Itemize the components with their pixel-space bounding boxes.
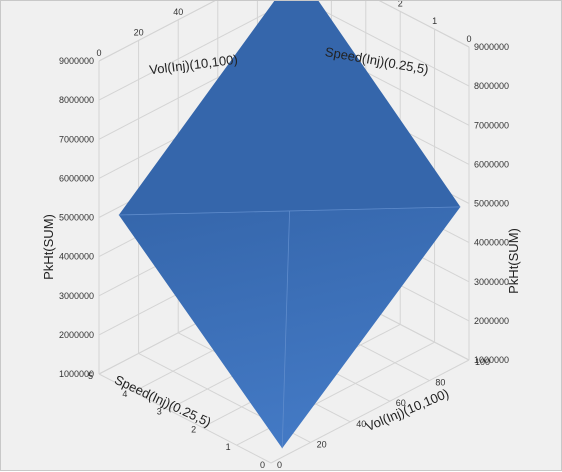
vol-tick-top: 20 [134,27,144,37]
speed-tick-bottom: 5 [88,371,93,381]
vol-tick-bottom: 20 [317,439,327,449]
z-tick-left: 8000000 [59,95,94,105]
vol-tick-top: 40 [173,7,183,17]
z-tick-right: 2000000 [474,316,509,326]
z-tick-left: 5000000 [59,213,94,223]
speed-tick-top: 1 [432,16,437,26]
speed-tick-bottom: 3 [157,407,162,417]
z-tick-left: 1000000 [59,369,94,379]
speed-axis-title-bottom: Speed(Inj)(0.25,5) [112,372,213,430]
grid-line [270,359,470,464]
z-tick-right: 9000000 [474,42,509,52]
speed-tick-bottom: 4 [122,389,127,399]
speed-tick-bottom: 1 [226,442,231,452]
surface-edge [118,206,461,216]
z-tick-right: 7000000 [474,120,509,130]
vol-tick-bottom: 0 [277,460,282,470]
z-tick-right: 1000000 [474,355,509,365]
z-tick-left: 6000000 [59,173,94,183]
z-tick-left: 3000000 [59,291,94,301]
z-tick-left: 2000000 [59,330,94,340]
z-tick-right: 3000000 [474,277,509,287]
vol-tick-bottom: 100 [475,357,490,367]
vol-tick-bottom: 40 [356,419,366,429]
tick-labels: 1000000200000030000004000000500000060000… [59,1,509,470]
z-tick-right: 5000000 [474,199,509,209]
grid-line [98,1,291,101]
vol-tick-bottom: 60 [396,398,406,408]
vol-axis-title-bottom: Vol(Inj)(10,100) [363,386,451,435]
vol-tick-bottom: 80 [435,378,445,388]
z-tick-left: 4000000 [59,252,94,262]
grid-line [98,1,216,62]
z-axis-title-right: PkHt(SUM) [506,228,521,294]
z-tick-right: 4000000 [474,238,509,248]
surface-edge [281,210,290,449]
grid-line [379,1,470,48]
z-tick-right: 6000000 [474,159,509,169]
vol-tick-top: 0 [96,48,101,58]
z-tick-left: 9000000 [59,56,94,66]
z-tick-left: 7000000 [59,134,94,144]
surface-layer [118,1,461,449]
speed-tick-top: 0 [466,34,471,44]
speed-tick-top: 2 [398,1,403,8]
speed-tick-bottom: 2 [191,424,196,434]
z-axis-title-left: PkHt(SUM) [41,214,56,280]
z-tick-right: 8000000 [474,81,509,91]
speed-tick-bottom: 0 [260,460,265,470]
grid-line [98,373,272,464]
surface-front-facet [118,206,461,449]
surface-back-facet [118,1,461,215]
